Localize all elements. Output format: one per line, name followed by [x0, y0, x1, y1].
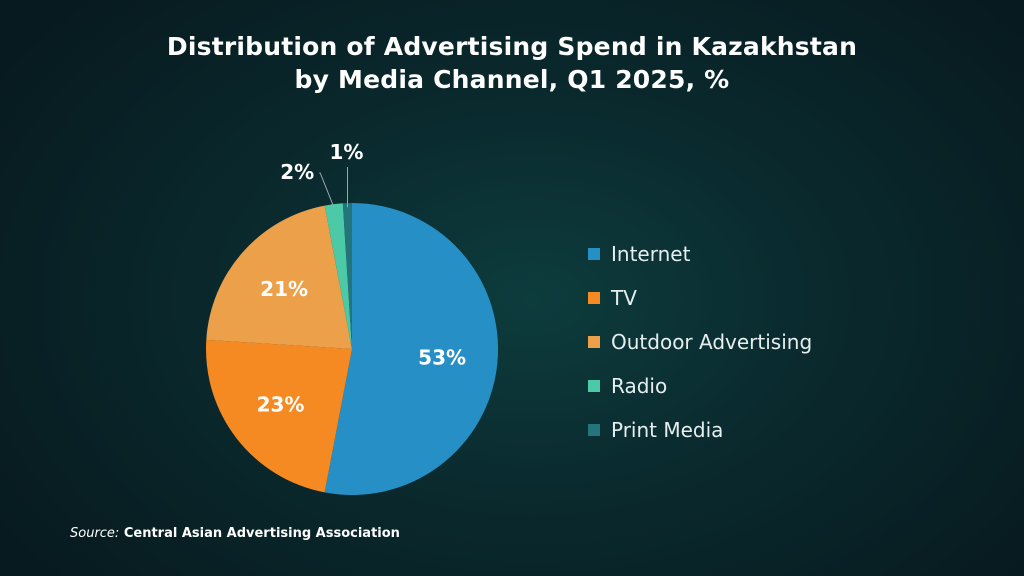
data-label-tv: 23%	[257, 393, 305, 417]
data-label-radio: 2%	[280, 160, 314, 184]
legend-label-outdoor-advertising: Outdoor Advertising	[611, 330, 813, 354]
data-label-outdoor-advertising: 21%	[260, 277, 308, 301]
chart-title: Distribution of Advertising Spend in Kaz…	[0, 30, 1024, 96]
source-note: Source: Central Asian Advertising Associ…	[70, 526, 400, 541]
chart-title-line-1: Distribution of Advertising Spend in Kaz…	[166, 32, 858, 61]
pie-slice-radio	[324, 203, 352, 349]
pie-slice-print-media	[342, 203, 352, 349]
source-prefix: Source:	[70, 526, 120, 541]
chart-legend: Internet TV Outdoor Advertising Radio Print …	[588, 232, 812, 452]
legend-item-print-media: Print Media	[588, 408, 812, 452]
legend-item-internet: Internet	[588, 232, 812, 276]
legend-label-internet: Internet	[611, 242, 691, 266]
legend-item-radio: Radio	[588, 364, 812, 408]
pie-slice-tv	[206, 339, 352, 493]
pie-slice-internet	[324, 202, 499, 496]
legend-swatch-outdoor-advertising	[588, 336, 600, 348]
legend-swatch-internet	[588, 248, 600, 260]
pie-slice-outdoor-advertising	[206, 205, 352, 349]
leader-line-radio	[319, 172, 335, 209]
legend-label-radio: Radio	[611, 374, 668, 398]
legend-swatch-radio	[588, 380, 600, 392]
chart-title-line-2: by Media Channel, Q1 2025, %	[294, 65, 730, 94]
legend-swatch-print-media	[588, 424, 600, 436]
legend-label-tv: TV	[611, 286, 637, 310]
data-label-internet: 53%	[418, 346, 466, 370]
legend-label-print-media: Print Media	[611, 418, 724, 442]
legend-item-tv: TV	[588, 276, 812, 320]
source-text: Central Asian Advertising Association	[119, 526, 400, 541]
legend-swatch-tv	[588, 292, 600, 304]
data-label-print-media: 1%	[330, 140, 364, 164]
legend-item-outdoor-advertising: Outdoor Advertising	[588, 320, 812, 364]
